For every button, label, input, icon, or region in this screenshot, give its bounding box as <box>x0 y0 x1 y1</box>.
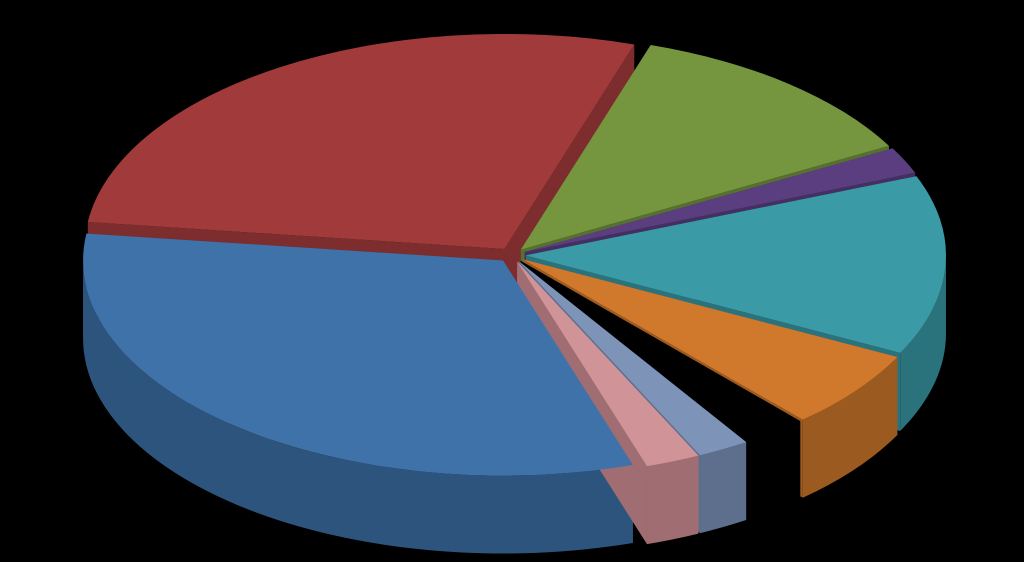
pie-chart-3d <box>0 0 1024 562</box>
pie-chart-svg <box>0 0 1024 562</box>
